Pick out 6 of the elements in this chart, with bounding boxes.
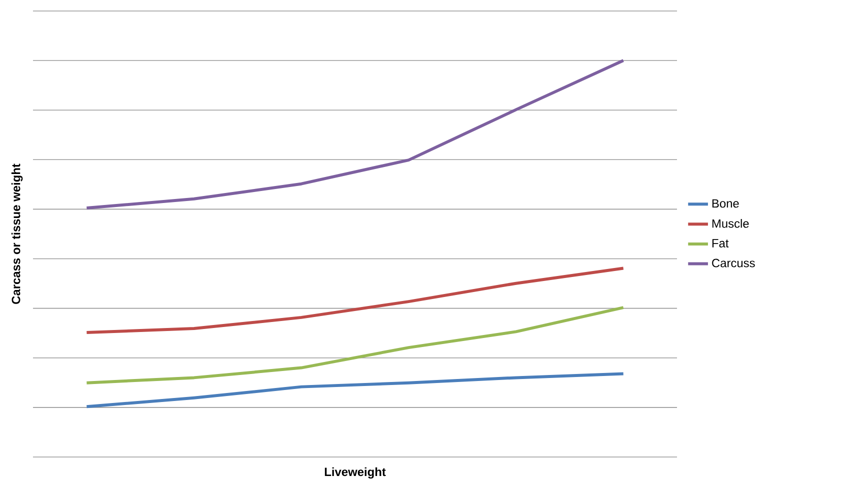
legend-label: Carcuss bbox=[712, 258, 755, 268]
x-axis-title: Liveweight bbox=[324, 467, 386, 479]
legend-label: Muscle bbox=[712, 219, 749, 228]
legend-label: Bone bbox=[712, 199, 739, 208]
legend-label: Fat bbox=[712, 239, 729, 248]
y-axis-title: Carcass or tissue weight bbox=[11, 164, 23, 304]
